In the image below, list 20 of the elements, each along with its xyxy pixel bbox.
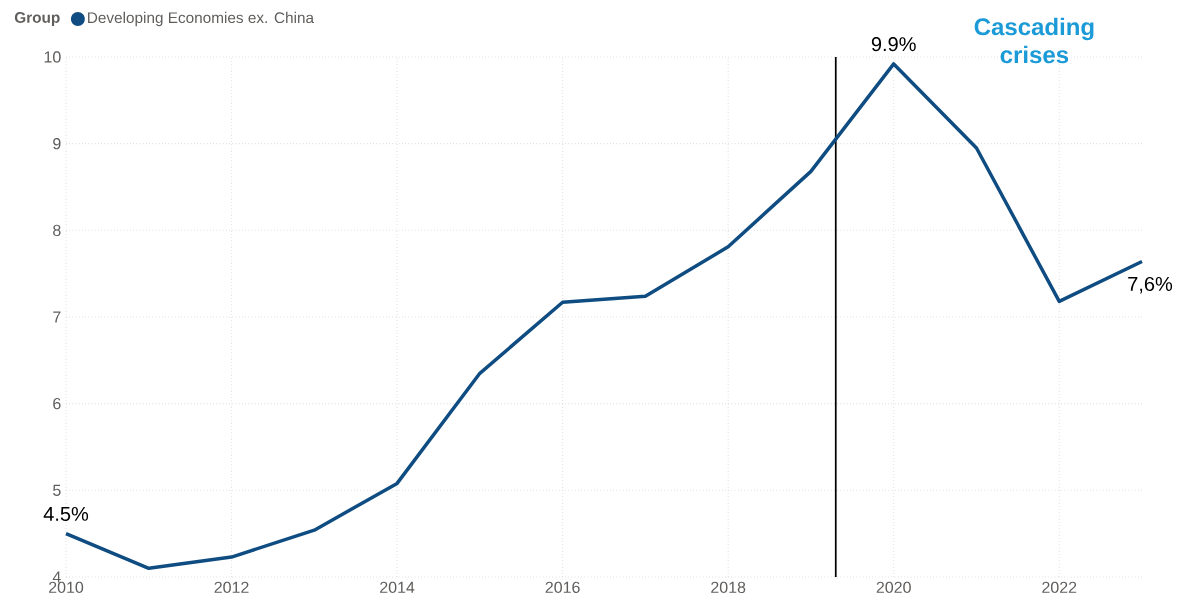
annotation: Cascading crises <box>974 17 1094 64</box>
legend-label: Developing Economies ex. China <box>88 11 315 27</box>
x-tick-label: 2014 <box>380 581 415 594</box>
data-label: 4.5% <box>43 506 89 521</box>
x-tick-label: 2022 <box>1042 581 1077 594</box>
legend-title: Group <box>14 12 60 26</box>
y-tick-label: 5 <box>53 484 61 496</box>
x-tick-label: 2016 <box>545 581 580 594</box>
y-tick-label: 10 <box>44 51 61 63</box>
y-tick-label: 8 <box>53 224 61 236</box>
y-tick-label: 6 <box>53 397 61 410</box>
y-tick-label: 7 <box>53 311 61 323</box>
data-label: 9.9% <box>871 37 916 52</box>
y-tick-label: 9 <box>53 138 61 150</box>
x-tick-label: 2012 <box>214 581 249 594</box>
x-tick-label: 2020 <box>876 581 911 594</box>
data-label: 7,6% <box>1128 276 1173 294</box>
x-tick-label: 2018 <box>711 581 746 594</box>
x-tick-label: 2010 <box>49 581 84 594</box>
y-tick-label: 4 <box>52 571 61 583</box>
